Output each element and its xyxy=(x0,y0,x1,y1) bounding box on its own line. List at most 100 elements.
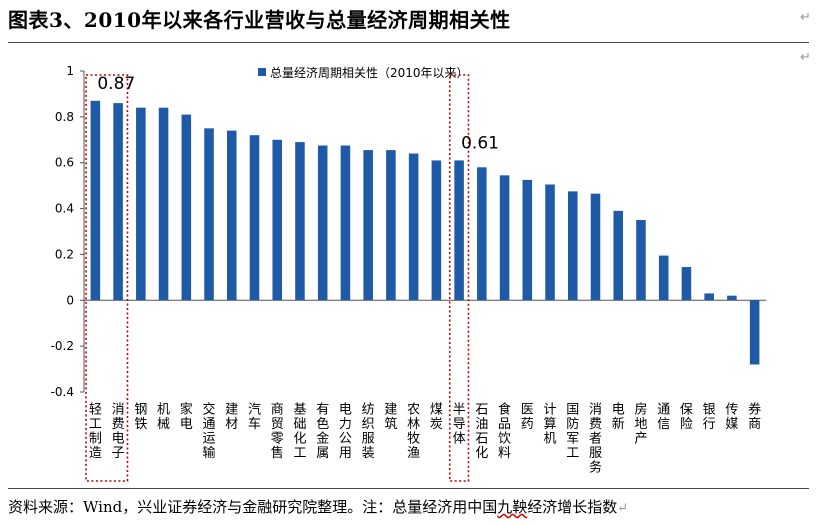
highlight-boxes xyxy=(85,74,470,482)
x-category-char: 房 xyxy=(634,401,647,417)
y-tick-label: -0.4 xyxy=(51,385,74,399)
x-category-char: 运 xyxy=(203,431,216,446)
x-category-char: 有 xyxy=(316,402,329,417)
legend-label: 总量经济周期相关性（2010年以来） xyxy=(270,65,469,80)
x-category-label: 券商 xyxy=(748,401,761,432)
y-tick-label: 0.4 xyxy=(55,202,74,216)
x-category-char: 电 xyxy=(612,402,625,417)
x-category-label: 家电 xyxy=(180,401,193,432)
x-category-label: 国防军工 xyxy=(566,402,579,461)
bar xyxy=(499,175,510,301)
x-category-char: 导 xyxy=(453,417,466,432)
bar xyxy=(658,255,669,301)
x-category-char: 农 xyxy=(407,402,420,417)
x-category-label: 房地产 xyxy=(634,401,647,446)
x-category-char: 媒 xyxy=(725,417,738,432)
x-category-char: 地 xyxy=(634,417,647,432)
x-category-char: 轻 xyxy=(89,402,102,417)
x-category-label: 煤炭 xyxy=(430,402,443,432)
x-category-char: 者 xyxy=(589,431,602,446)
x-category-char: 输 xyxy=(203,445,216,461)
bar xyxy=(90,100,101,301)
x-category-char: 电 xyxy=(112,431,125,446)
x-category-char: 务 xyxy=(589,460,602,476)
x-category-char: 工 xyxy=(89,417,102,432)
x-category-char: 化 xyxy=(293,431,306,446)
x-category-char: 半 xyxy=(453,402,466,417)
y-tick-label: 0.8 xyxy=(55,110,74,124)
x-category-char: 牧 xyxy=(407,431,420,446)
bar xyxy=(386,150,396,301)
x-category-char: 商 xyxy=(748,417,761,432)
bar xyxy=(590,193,601,301)
x-category-char: 金 xyxy=(316,430,329,446)
x-category-char: 防 xyxy=(566,416,579,432)
x-category-char: 银 xyxy=(703,402,716,417)
bar xyxy=(545,184,555,301)
highlight-box xyxy=(85,74,129,482)
x-category-char: 建 xyxy=(384,402,397,417)
x-category-char: 工 xyxy=(566,446,579,461)
chart-legend: 总量经济周期相关性（2010年以来） xyxy=(258,65,469,80)
bar xyxy=(567,191,578,301)
x-category-char: 装 xyxy=(362,446,375,461)
x-category-char: 属 xyxy=(316,446,329,461)
return-mark-icon: ↵ xyxy=(800,10,811,25)
x-category-char: 行 xyxy=(703,417,716,432)
x-category-char: 消 xyxy=(589,402,602,417)
x-category-label: 传媒 xyxy=(725,402,738,432)
source-note-prefix: 资料来源：Wind，兴业证券经济与金融研究院整理。注：总量经济用中国 xyxy=(8,498,498,516)
x-category-label: 石油石化 xyxy=(475,402,488,461)
bar xyxy=(363,150,373,301)
x-category-char: 建 xyxy=(225,402,238,417)
bar xyxy=(408,153,419,301)
x-category-char: 通 xyxy=(657,402,670,417)
x-category-label: 商贸零售 xyxy=(271,402,284,461)
x-category-char: 色 xyxy=(316,416,329,432)
x-category-label: 汽车 xyxy=(248,402,261,432)
x-category-char: 织 xyxy=(362,417,375,432)
x-category-char: 服 xyxy=(589,446,602,461)
x-category-char: 军 xyxy=(566,431,579,446)
value-annotation: 0.61 xyxy=(461,133,499,153)
x-category-char: 械 xyxy=(157,417,170,432)
return-mark-icon: ↵ xyxy=(800,50,811,65)
bar-series xyxy=(90,100,760,365)
x-category-char: 化 xyxy=(475,446,488,461)
x-category-char: 林 xyxy=(407,417,420,432)
x-category-char: 电 xyxy=(339,402,352,417)
x-category-char: 信 xyxy=(657,417,670,432)
x-category-char: 机 xyxy=(157,402,170,417)
x-category-label: 通信 xyxy=(657,402,670,432)
x-category-char: 材 xyxy=(225,417,238,432)
x-category-label: 银行 xyxy=(703,402,716,432)
x-category-char: 保 xyxy=(680,402,693,417)
x-category-char: 石 xyxy=(475,402,488,417)
bar xyxy=(249,135,260,301)
x-category-label: 消费电子 xyxy=(112,402,125,461)
x-category-label: 保险 xyxy=(680,402,693,432)
annotations: 0.87 0.61 xyxy=(97,74,499,154)
x-category-char: 交 xyxy=(203,401,216,417)
x-category-char: 体 xyxy=(453,431,466,446)
return-mark-icon: ↵ xyxy=(617,501,629,516)
x-category-char: 新 xyxy=(612,416,625,432)
bar xyxy=(226,130,237,301)
x-category-char: 基 xyxy=(293,402,306,417)
y-tick-label: -0.2 xyxy=(51,339,74,353)
x-category-char: 品 xyxy=(498,417,511,432)
x-category-label: 电新 xyxy=(612,402,625,432)
x-category-label: 机械 xyxy=(157,402,170,432)
x-category-char: 售 xyxy=(271,445,284,461)
correlation-bar-chart: 总量经济周期相关性（2010年以来） 1 0.8 0.6 0.4 0.2 0 -0.2 -0.… xyxy=(51,64,766,482)
x-category-char: 险 xyxy=(680,417,693,432)
x-category-label: 有色金属 xyxy=(316,402,329,461)
bar xyxy=(454,160,464,301)
x-category-label: 食品饮料 xyxy=(498,401,511,461)
x-category-char: 家 xyxy=(180,401,193,417)
x-category-char: 饮 xyxy=(498,431,511,446)
x-category-label: 建材 xyxy=(225,402,238,432)
y-tick-label: 0.2 xyxy=(55,247,74,261)
legend-swatch xyxy=(258,68,266,76)
x-category-char: 券 xyxy=(748,401,761,417)
